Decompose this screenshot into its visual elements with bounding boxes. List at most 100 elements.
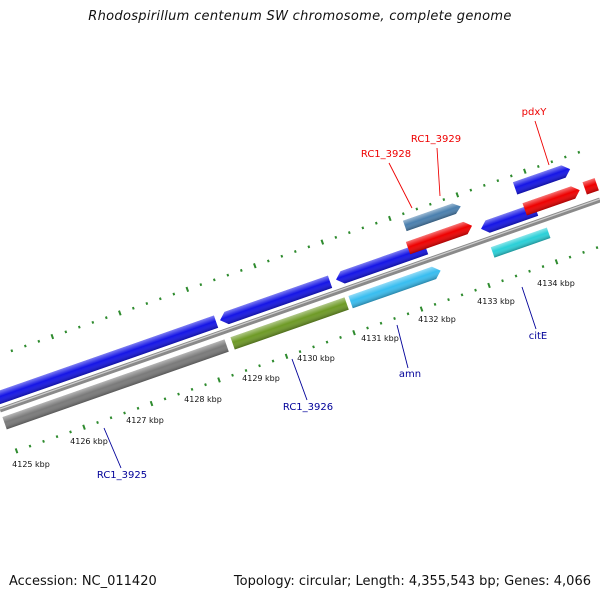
leader-line <box>436 147 441 197</box>
backbone-line <box>0 197 600 413</box>
tick-mark <box>239 268 243 272</box>
feature-blue-4[interactable] <box>479 203 539 236</box>
gene-label[interactable]: amn <box>399 369 421 380</box>
tick-mark <box>10 349 14 353</box>
lower-tick-track <box>14 246 599 454</box>
tick-mark <box>541 265 545 269</box>
tick-mark <box>482 183 486 187</box>
tick-label: 4126 kbp <box>70 437 108 446</box>
feature-blue-3-shading <box>336 242 429 284</box>
feature-blue-1[interactable] <box>0 315 219 405</box>
tick-label: 4125 kbp <box>12 460 50 469</box>
feature-blue-1-shading <box>0 315 219 405</box>
feature-rc1-3926-shading <box>230 297 349 350</box>
feature-red-edge[interactable] <box>582 178 599 195</box>
tick-mark <box>69 430 72 434</box>
gene-label[interactable]: pdxY <box>522 107 548 118</box>
leader-line <box>534 120 550 166</box>
tick-mark <box>352 330 356 336</box>
gene-label[interactable]: RC1_3928 <box>361 149 411 160</box>
tick-mark <box>536 164 540 169</box>
tick-mark <box>212 278 216 282</box>
feature-pdxy[interactable] <box>522 184 582 216</box>
feature-rc1-3926[interactable] <box>230 297 349 350</box>
tick-mark <box>293 250 297 254</box>
tick-mark <box>37 339 41 343</box>
feature-blue-3[interactable] <box>334 242 429 286</box>
tick-mark <box>131 306 135 310</box>
tick-mark <box>550 160 554 164</box>
tick-mark <box>442 198 446 202</box>
tick-mark <box>163 397 167 401</box>
leader-line <box>291 358 308 401</box>
map-title: Rhodospirillum centenum SW chromosome, c… <box>88 9 512 24</box>
feature-blue-2[interactable] <box>218 275 333 327</box>
backbone-highlight <box>0 198 600 410</box>
tick-mark <box>258 364 261 368</box>
upper-tick-track <box>10 150 581 353</box>
tick-mark <box>77 325 81 329</box>
tick-mark <box>50 333 55 340</box>
tick-mark <box>487 282 491 289</box>
tick-mark <box>231 373 234 377</box>
tick-mark <box>366 326 369 330</box>
tick-mark <box>496 179 500 183</box>
tick-mark <box>428 202 432 206</box>
tick-mark <box>82 424 86 430</box>
tick-mark <box>185 286 190 293</box>
backbone <box>0 197 600 413</box>
tick-mark <box>307 245 311 249</box>
tick-mark <box>393 317 396 321</box>
tick-mark <box>595 246 599 250</box>
tick-mark <box>118 310 122 316</box>
tick-label: 4132 kbp <box>418 315 456 324</box>
leader-line <box>521 286 537 330</box>
tick-mark <box>577 150 581 154</box>
leader-line <box>396 324 409 369</box>
tick-label: 4134 kbp <box>537 279 575 288</box>
feature-blue-5-shading <box>512 165 571 195</box>
tick-mark <box>109 416 113 420</box>
tick-mark <box>554 259 559 265</box>
feature-amn[interactable] <box>348 264 442 309</box>
tick-mark <box>563 155 567 159</box>
tick-mark <box>145 302 149 306</box>
tick-mark <box>312 345 315 349</box>
tick-mark <box>244 368 248 373</box>
tick-mark <box>271 359 275 363</box>
feature-blue-5[interactable] <box>512 163 572 195</box>
tick-mark <box>374 221 378 225</box>
tick-mark <box>325 340 329 344</box>
gene-label[interactable]: RC1_3929 <box>411 134 461 145</box>
tick-mark <box>460 293 464 297</box>
tick-mark <box>190 387 194 391</box>
dotted-tick-tracks <box>10 150 599 454</box>
tick-mark <box>320 239 325 245</box>
gene-label[interactable]: RC1_3926 <box>283 402 333 413</box>
tick-mark <box>104 316 108 320</box>
tick-mark <box>284 353 289 360</box>
feature-rc1-3928[interactable] <box>405 220 474 255</box>
leader-line <box>103 427 122 469</box>
feature-pdxy-shading <box>522 186 580 216</box>
tick-mark <box>91 320 95 324</box>
feature-blue-4-shading <box>481 203 539 233</box>
feature-rc1-3929[interactable] <box>402 201 463 232</box>
feature-red-edge-shading <box>582 178 599 195</box>
tick-mark <box>123 411 126 415</box>
gene-label[interactable]: citE <box>529 331 548 342</box>
tick-label: 4129 kbp <box>242 374 280 383</box>
tick-mark <box>582 250 585 254</box>
tick-mark <box>528 269 531 273</box>
tick-mark <box>28 444 32 448</box>
feature-rc1-3929-shading <box>402 203 461 232</box>
feature-gray-1[interactable] <box>2 339 229 430</box>
tick-mark <box>217 377 221 383</box>
gene-label[interactable]: RC1_3925 <box>97 470 147 481</box>
tick-label: 4128 kbp <box>184 395 222 404</box>
tick-mark <box>406 312 410 316</box>
feature-cite[interactable] <box>490 227 551 258</box>
tick-mark <box>474 288 477 292</box>
tick-mark <box>347 231 351 235</box>
